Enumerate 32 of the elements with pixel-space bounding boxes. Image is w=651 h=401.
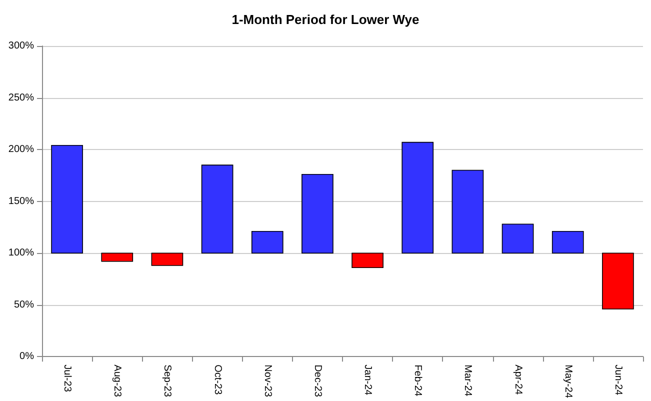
y-tick-label: 50% [14,299,34,310]
x-tick-label: Dec-23 [312,364,323,398]
y-tick-label: 300% [8,40,34,52]
x-tick-label: Feb-24 [412,364,424,397]
x-tick-label: Mar-24 [462,364,474,397]
bar [251,230,284,254]
x-tick-label: Aug-23 [112,364,123,398]
bar [452,170,484,254]
x-tick-label: May-24 [562,364,574,398]
y-tick-label: 100% [8,248,34,259]
x-tick-label: Sep-23 [162,364,173,398]
x-tick-label: Nov-23 [262,364,273,398]
chart-title: 1-Month Period for Lower Wye [232,12,420,27]
y-tick-label: 150% [8,196,34,207]
bar [201,164,234,254]
bar [51,145,83,254]
y-tick-label: 0% [20,351,34,362]
y-tick-label: 250% [8,92,34,104]
x-tick-label: Jul-23 [62,364,73,392]
bar [101,252,134,262]
y-tick-label: 200% [8,144,34,156]
bar [502,224,534,254]
x-tick-label: Oct-23 [212,364,223,396]
bar [302,174,334,254]
x-tick-label: Jun-24 [612,364,624,396]
x-tick-label: Jan-24 [362,364,374,396]
bar [402,142,434,254]
bar [151,252,184,266]
x-tick-label: Apr-24 [512,364,524,396]
bar [352,252,384,268]
bar [552,230,584,254]
bar [602,252,634,310]
